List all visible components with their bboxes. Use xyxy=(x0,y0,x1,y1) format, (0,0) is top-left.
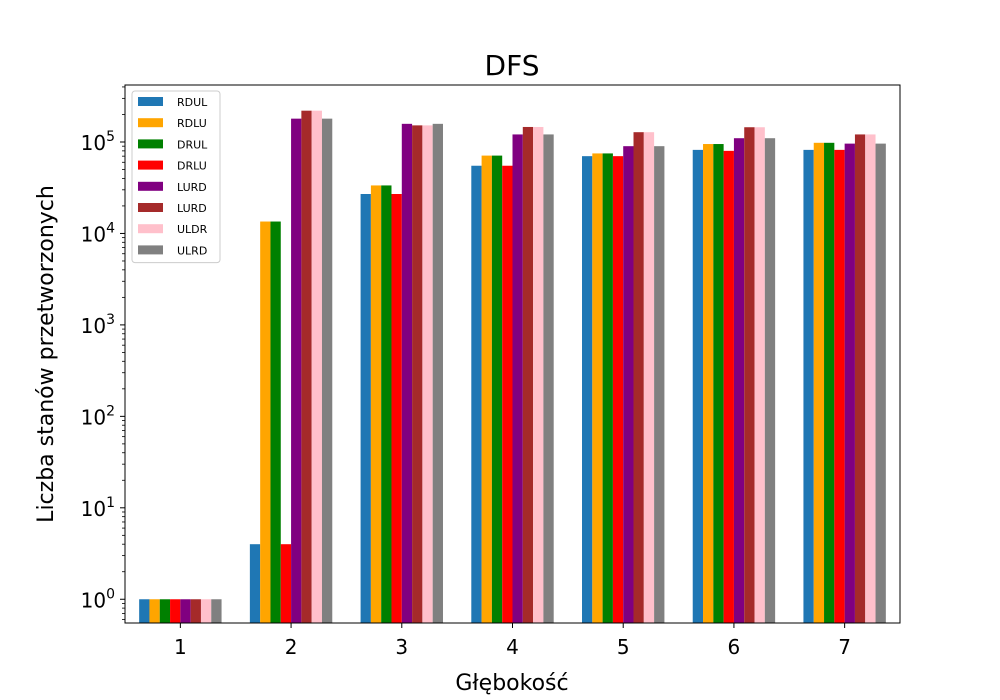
bar-drlu-3 xyxy=(391,194,402,623)
legend-label: RDLU xyxy=(177,117,207,130)
bar-ulrd-2 xyxy=(321,118,333,624)
bar-rdlu-5 xyxy=(592,153,603,624)
bar-lurd-1 xyxy=(180,599,191,623)
x-tick-label: 3 xyxy=(395,635,408,659)
bar-rdlu-6 xyxy=(703,144,714,623)
bar-uldr-3 xyxy=(422,125,433,624)
y-tick-label: 100 xyxy=(81,586,115,612)
bar-lurd-5 xyxy=(623,146,634,623)
legend-label: DRLU xyxy=(177,160,207,173)
bar-lurd-3 xyxy=(401,123,413,623)
legend-swatch xyxy=(138,245,163,255)
bar-lurd-7 xyxy=(844,143,855,623)
bar-lurd-7 xyxy=(854,134,866,623)
bar-uldr-5 xyxy=(643,132,655,623)
bar-ulrd-1 xyxy=(211,599,222,623)
legend-label: RDUL xyxy=(177,96,208,109)
y-tick-label: 105 xyxy=(81,129,115,155)
y-tick-label: 104 xyxy=(81,220,115,246)
legend-swatch xyxy=(138,181,163,191)
bar-rdlu-3 xyxy=(370,185,382,623)
bar-uldr-1 xyxy=(200,599,212,623)
bar-rdul-3 xyxy=(360,194,371,623)
bar-ulrd-3 xyxy=(432,123,443,623)
bar-ulrd-4 xyxy=(543,134,554,623)
bar-rdul-5 xyxy=(582,156,593,623)
bar-lurd-6 xyxy=(744,127,755,624)
legend-label: LURD xyxy=(177,202,207,215)
chart-title: DFS xyxy=(485,49,540,82)
bar-lurd-6 xyxy=(733,138,745,623)
x-tick-label: 5 xyxy=(617,635,630,659)
bar-lurd-4 xyxy=(512,134,523,623)
bar-lurd-3 xyxy=(412,125,423,624)
bar-drul-6 xyxy=(713,144,724,623)
legend-swatch xyxy=(138,139,163,149)
bar-ulrd-7 xyxy=(875,143,886,623)
legend-label: LURD xyxy=(177,181,207,194)
x-tick-label: 2 xyxy=(285,635,298,659)
bar-lurd-5 xyxy=(633,132,644,623)
bar-lurd-1 xyxy=(190,599,201,623)
bar-uldr-4 xyxy=(533,126,544,623)
bar-drul-1 xyxy=(159,599,171,623)
bars-layer xyxy=(139,110,886,624)
bar-drul-4 xyxy=(491,155,503,623)
legend-swatch xyxy=(138,118,163,128)
x-tick-label: 1 xyxy=(174,635,187,659)
legend-swatch xyxy=(138,160,163,170)
bar-uldr-7 xyxy=(865,134,876,623)
bar-rdlu-4 xyxy=(481,155,492,623)
bar-drlu-6 xyxy=(723,150,734,624)
y-axis-label: Liczba stanów przetworzonych xyxy=(34,185,59,523)
bar-drlu-2 xyxy=(280,544,292,623)
bar-rdlu-7 xyxy=(813,142,825,624)
legend-swatch xyxy=(138,224,163,234)
bar-drul-3 xyxy=(381,185,392,623)
bar-drlu-5 xyxy=(612,156,624,623)
bar-rdul-7 xyxy=(803,149,814,623)
legend-box xyxy=(131,90,221,264)
bar-ulrd-6 xyxy=(764,138,776,623)
legend-swatch xyxy=(138,97,163,106)
bar-ulrd-5 xyxy=(654,146,665,623)
legend-label: DRUL xyxy=(177,138,208,151)
bar-rdul-6 xyxy=(692,149,704,623)
bar-rdlu-1 xyxy=(149,599,160,623)
bar-drul-2 xyxy=(270,221,281,623)
bar-rdul-4 xyxy=(471,165,482,624)
y-tick-label: 101 xyxy=(81,495,115,521)
bar-uldr-6 xyxy=(754,127,765,624)
x-axis-label: Głębokość xyxy=(455,671,568,696)
legend-label: ULDR xyxy=(177,223,208,236)
bar-drlu-4 xyxy=(502,165,513,624)
x-tick-label: 4 xyxy=(506,635,519,659)
x-tick-label: 7 xyxy=(838,635,851,659)
bar-rdlu-2 xyxy=(260,221,271,623)
y-tick-label: 102 xyxy=(81,403,115,429)
axes-layer: 1 2 3 4 5 6 7 100 101 102 103 104 105 xyxy=(81,84,901,659)
bar-rdul-2 xyxy=(249,544,261,623)
bar-uldr-2 xyxy=(311,110,322,624)
bar-drlu-1 xyxy=(170,599,181,623)
bar-drlu-7 xyxy=(834,149,845,623)
legend: RDUL RDLU DRUL DRLU LURD LURD ULDR ULRD xyxy=(131,90,221,264)
bar-lurd-4 xyxy=(522,126,534,623)
bar-drul-5 xyxy=(602,153,613,624)
bar-lurd-2 xyxy=(301,110,312,624)
legend-label: ULRD xyxy=(177,244,207,257)
y-tick-label: 103 xyxy=(81,312,115,338)
bar-rdul-1 xyxy=(139,599,150,623)
bar-drul-7 xyxy=(824,142,835,624)
legend-swatch xyxy=(138,203,163,212)
bar-lurd-2 xyxy=(291,118,302,624)
x-tick-label: 6 xyxy=(728,635,741,659)
